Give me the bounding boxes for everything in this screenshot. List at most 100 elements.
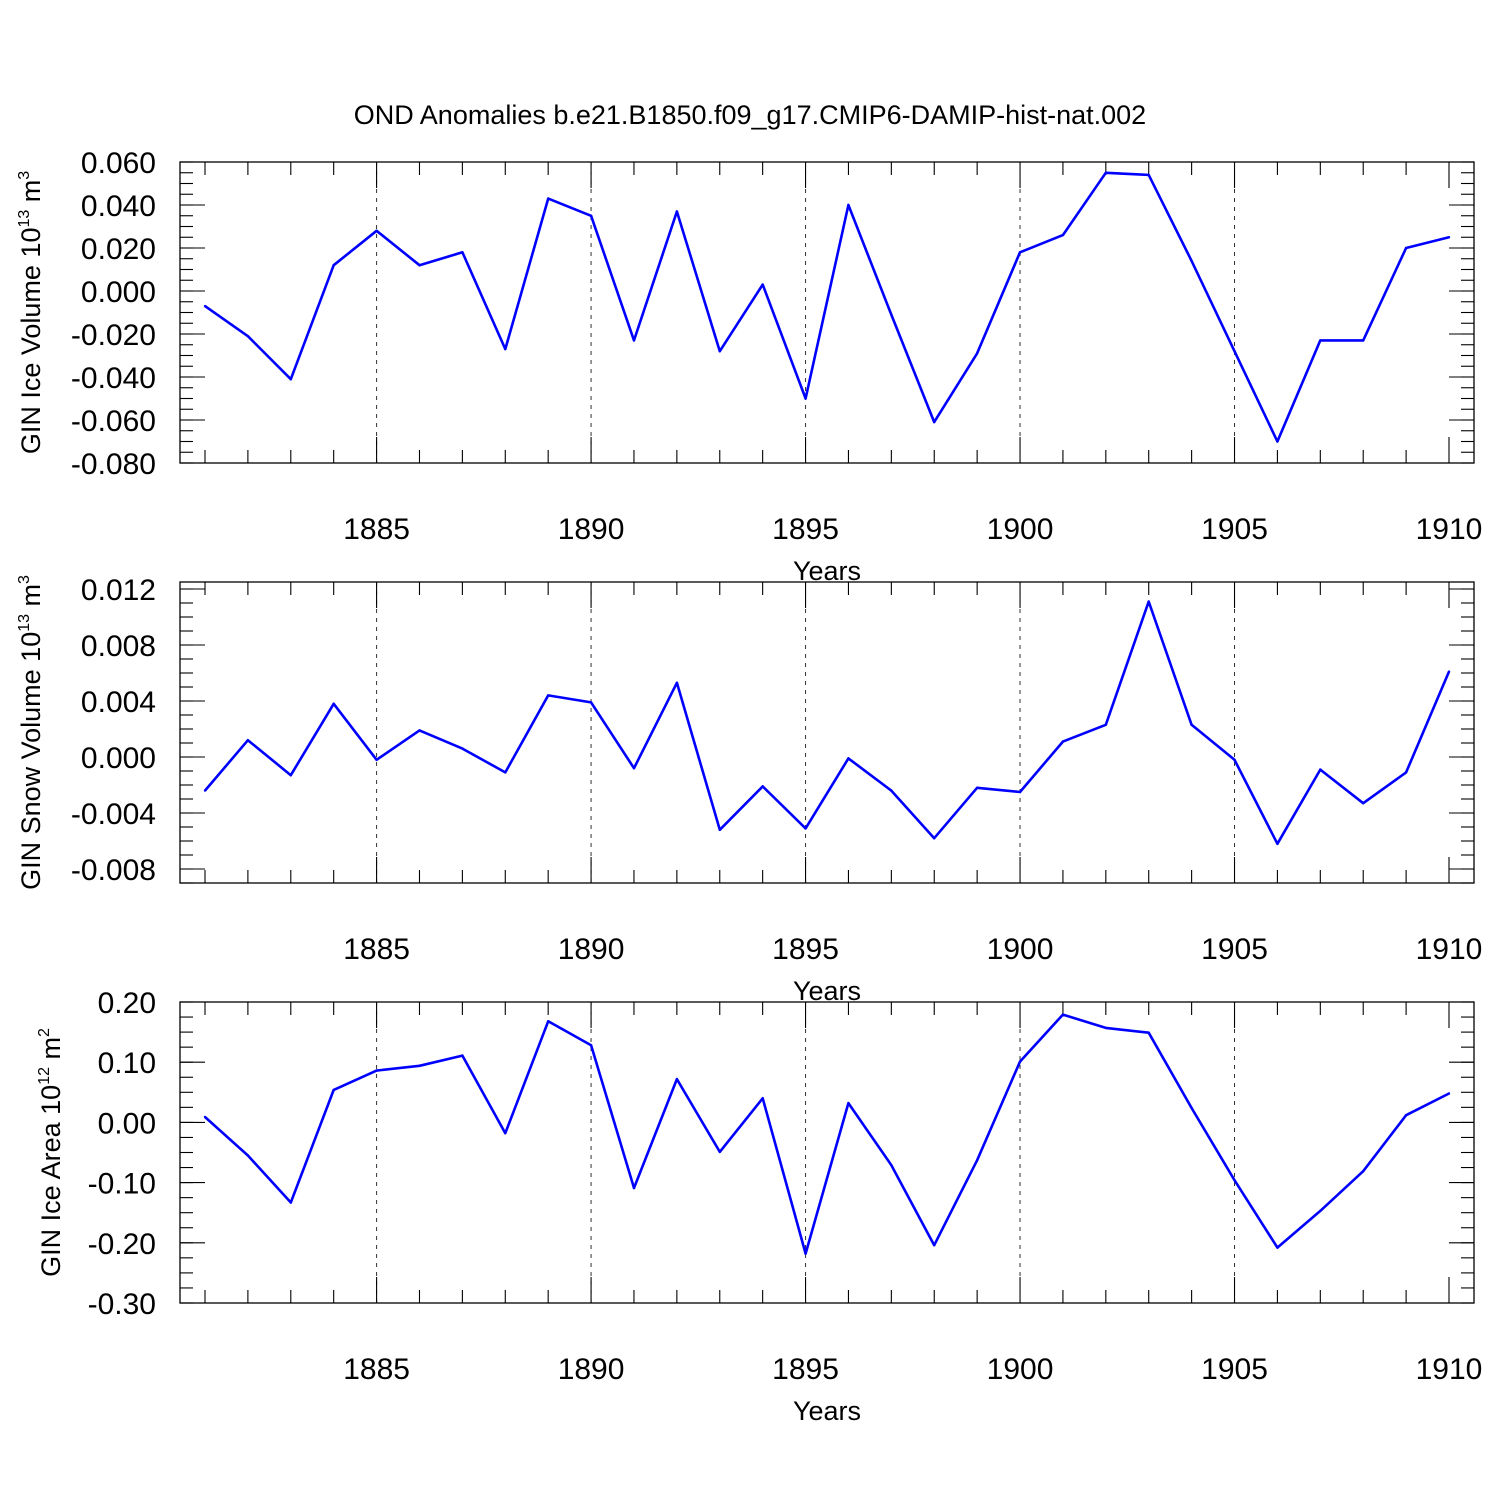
- x-tick-label: 1890: [558, 1353, 625, 1386]
- data-point: [1362, 802, 1365, 805]
- data-point: [504, 1132, 507, 1135]
- x-tick-label: 1890: [558, 933, 625, 966]
- data-point: [289, 1201, 292, 1204]
- y-tick-label: 0.000: [81, 742, 156, 775]
- data-point: [1190, 1106, 1193, 1110]
- data-point: [504, 771, 507, 774]
- y-tick-label: -0.040: [71, 362, 156, 395]
- data-point: [632, 1186, 636, 1190]
- y-axis-label-exponent: 13: [16, 210, 33, 228]
- x-tick-label: 1910: [1416, 933, 1483, 966]
- data-point: [546, 694, 550, 697]
- data-point: [1362, 339, 1365, 342]
- data-point: [1319, 339, 1322, 342]
- y-axis-label-main: GIN Ice Area 10: [36, 1085, 66, 1277]
- data-point: [1147, 173, 1150, 177]
- data-point: [1276, 842, 1279, 845]
- y-tick-label: -0.004: [71, 798, 156, 831]
- data-point: [933, 837, 936, 840]
- y-tick-label: -0.008: [71, 854, 156, 887]
- data-point: [890, 313, 893, 316]
- data-point: [461, 747, 464, 750]
- x-axis-label: Years: [793, 976, 861, 1006]
- y-tick-label: 0.00: [98, 1107, 156, 1140]
- panel-ice-area: 1885 1890 1895 1900 1905 1910 Years -0.30 -0.20 -…: [36, 987, 1482, 1426]
- y-tick-label: 0.008: [81, 630, 156, 663]
- data-point: [1018, 251, 1022, 254]
- data-point: [546, 197, 550, 200]
- plot-frame: [179, 1001, 1475, 1304]
- data-point: [804, 397, 807, 400]
- plot-frame: [179, 161, 1475, 464]
- data-point: [332, 1088, 335, 1092]
- y-tick-label: -0.020: [71, 319, 156, 352]
- data-point: [418, 1064, 421, 1068]
- data-point: [1447, 236, 1451, 239]
- data-point: [418, 264, 421, 267]
- y-axis-label-unit-exponent: 3: [16, 171, 33, 180]
- data-point: [1018, 1060, 1022, 1063]
- data-point: [289, 774, 292, 777]
- data-point: [1404, 1113, 1408, 1117]
- data-point: [1233, 758, 1236, 761]
- y-tick-label: 0.020: [81, 233, 156, 266]
- data-point: [632, 767, 636, 770]
- y-axis-label-exponent: 12: [36, 1067, 53, 1085]
- data-point: [375, 1069, 378, 1072]
- data-point: [461, 251, 464, 254]
- y-tick-label: 0.000: [81, 276, 156, 309]
- data-point: [246, 334, 250, 338]
- data-point: [589, 1044, 593, 1047]
- y-axis-label-main: GIN Ice Volume 10: [16, 228, 46, 455]
- data-point: [1147, 600, 1150, 603]
- data-point: [546, 1020, 550, 1023]
- x-tick-label: 1905: [1201, 1353, 1268, 1386]
- data-point: [1233, 350, 1236, 353]
- data-point: [1061, 233, 1065, 237]
- y-tick-label: -0.20: [88, 1228, 156, 1261]
- x-axis-label: Years: [793, 556, 861, 586]
- x-tick-label: 1885: [343, 513, 410, 546]
- x-tick-label: 1905: [1201, 513, 1268, 546]
- data-point: [1276, 1246, 1279, 1249]
- x-tick-label: 1900: [987, 513, 1054, 546]
- data-point: [847, 1101, 850, 1105]
- data-point: [890, 1163, 893, 1167]
- data-point: [332, 702, 335, 705]
- data-point: [975, 786, 979, 789]
- data-point: [1362, 1169, 1365, 1173]
- data-point: [804, 1252, 807, 1255]
- data-point: [761, 283, 764, 286]
- figure-title: OND Anomalies b.e21.B1850.f09_g17.CMIP6-…: [354, 100, 1146, 130]
- data-point: [1190, 723, 1193, 726]
- y-axis-label-unit: m: [36, 1037, 66, 1067]
- data-point: [1319, 768, 1322, 771]
- data-point: [1018, 790, 1022, 794]
- plot-frame: [179, 581, 1475, 884]
- data-point: [203, 1115, 207, 1119]
- data-point: [675, 210, 679, 213]
- y-tick-label: -0.080: [71, 448, 156, 481]
- x-tick-label: 1895: [772, 933, 839, 966]
- x-tick-label: 1895: [772, 513, 839, 546]
- data-point: [632, 339, 636, 342]
- x-tick-label: 1885: [343, 933, 410, 966]
- data-point: [975, 1159, 979, 1162]
- x-tick-label: 1910: [1416, 513, 1483, 546]
- data-point: [1104, 171, 1108, 174]
- data-point: [675, 1077, 679, 1081]
- data-point: [332, 264, 335, 267]
- data-point: [461, 1054, 464, 1057]
- y-axis-label: GIN Ice Volume 1013 m3: [16, 171, 46, 454]
- series-line-gin-ice-volume: [204, 171, 1450, 443]
- x-tick-label: 1905: [1201, 933, 1268, 966]
- data-point: [203, 789, 207, 792]
- y-tick-label: 0.012: [81, 574, 156, 607]
- y-tick-label: 0.004: [81, 686, 156, 719]
- data-point: [847, 757, 850, 760]
- data-point: [589, 701, 593, 704]
- data-point: [718, 1150, 721, 1154]
- x-tick-label: 1890: [558, 513, 625, 546]
- data-point: [246, 1154, 250, 1157]
